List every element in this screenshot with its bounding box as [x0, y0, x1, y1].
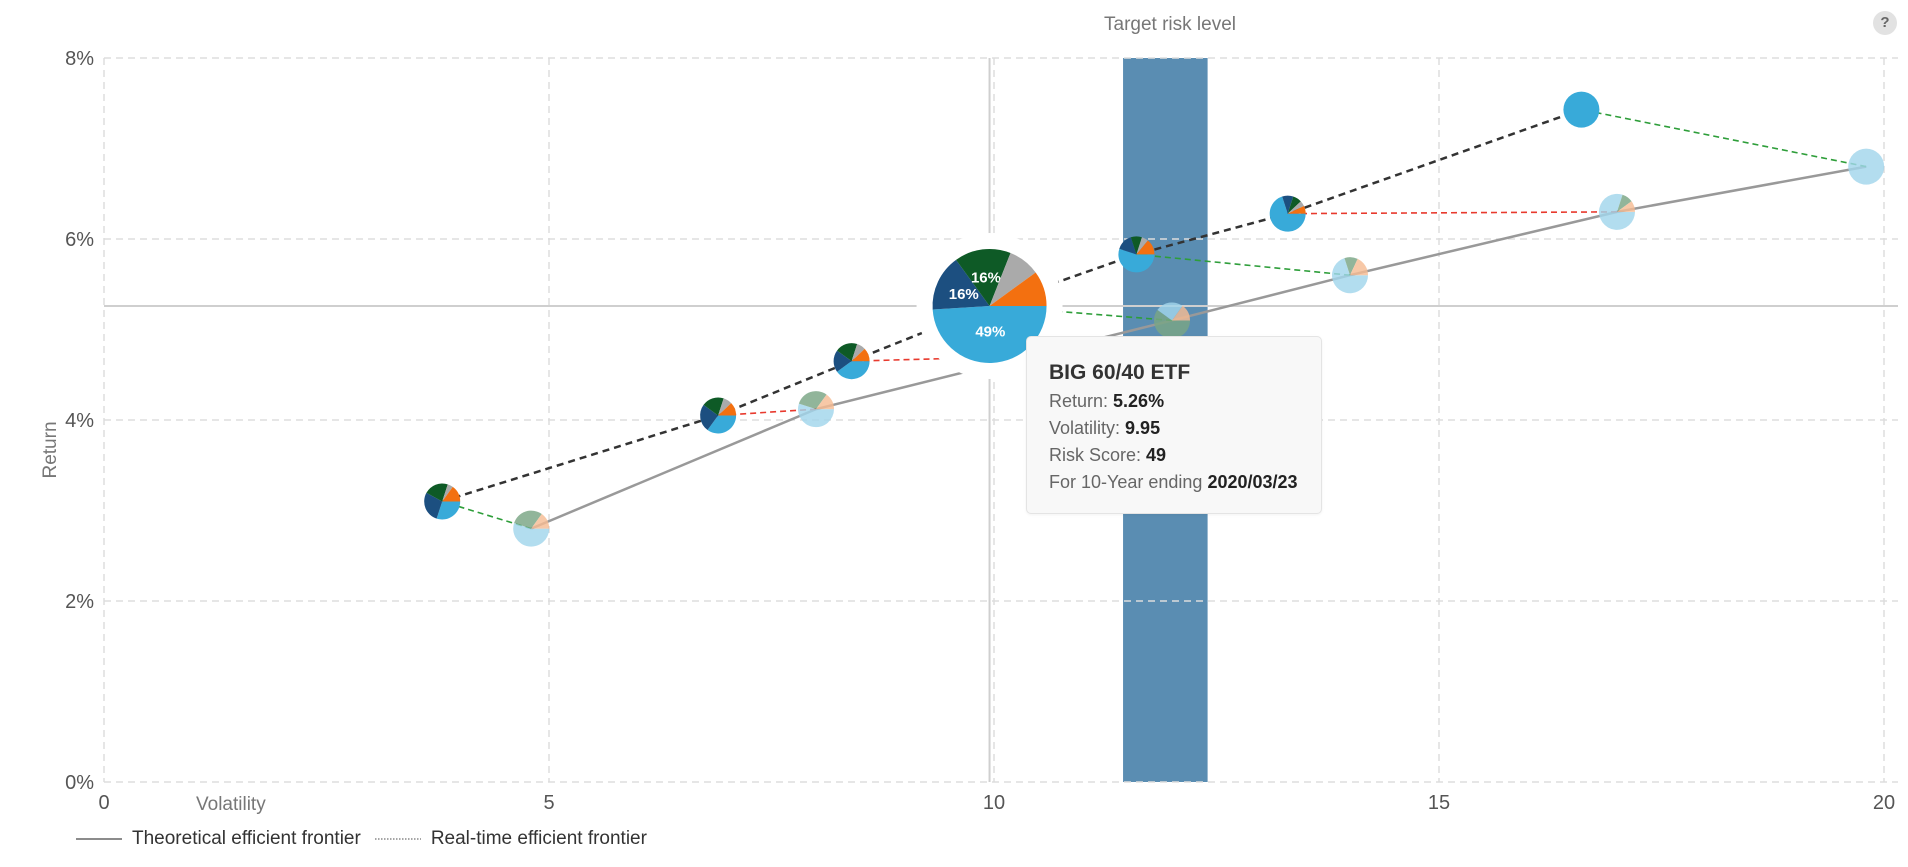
pie-slice [718, 403, 737, 416]
pie-slice [442, 484, 453, 502]
tooltip-risk-score: Risk Score: 49 [1049, 445, 1167, 465]
y-tick-label: 2% [65, 591, 94, 613]
legend-item-theoretical[interactable]: Theoretical efficient frontier [76, 828, 361, 850]
y-axis-title: Return [40, 421, 61, 478]
tooltip-return: Return: 5.26% [1049, 391, 1165, 411]
pie-slice [1344, 257, 1358, 276]
pie-slice [513, 523, 550, 547]
pie-slice [1350, 258, 1368, 276]
x-tick-label: 20 [1873, 792, 1895, 814]
portfolio-tooltip: BIG 60/40 ETF Return: 5.26% Volatility: … [1026, 336, 1322, 514]
transition-arrow-line [1287, 211, 1618, 215]
portfolio-pie [700, 397, 737, 434]
pie-slice [989, 252, 1036, 306]
pie-slice [718, 398, 732, 416]
y-tick-label: 4% [65, 410, 94, 432]
transition-arrow-line [1136, 253, 1351, 276]
y-tick-label: 8% [65, 48, 94, 70]
tooltip-volatility: Volatility: 9.95 [1049, 418, 1161, 438]
pie-slice [833, 350, 852, 372]
pie-slice [989, 272, 1047, 306]
pie-slice [1282, 195, 1294, 214]
x-tick-label: 5 [543, 792, 554, 814]
pie-slice [1269, 196, 1306, 232]
theoretical-frontier-line [530, 165, 1867, 530]
pie-slice-label: 16% [949, 286, 979, 303]
pie-slice [851, 348, 870, 362]
tooltip-period: For 10-Year ending 2020/03/23 [1049, 472, 1298, 492]
pie-slice [956, 248, 1011, 306]
pie-slice [1154, 309, 1190, 339]
portfolio-pie [1563, 91, 1600, 128]
pie-slice [531, 514, 550, 529]
pie-slice [1617, 194, 1632, 212]
pie-slice [1287, 196, 1301, 214]
pie-slice [1331, 258, 1368, 294]
pie-slice [514, 510, 542, 529]
x-tick-label: 10 [983, 792, 1005, 814]
pie-slice [816, 394, 834, 410]
pie-slice [1136, 240, 1155, 255]
pie-slice [1130, 236, 1142, 255]
pie-slice [1563, 91, 1600, 128]
pie-slice [1848, 148, 1885, 185]
pie-slice-label: 16% [971, 270, 1001, 287]
pie-slice [797, 403, 834, 428]
pie-slice [837, 343, 858, 362]
help-button[interactable]: ? [1873, 11, 1897, 35]
portfolio-pie [1269, 195, 1306, 232]
x-tick-label: 15 [1428, 792, 1450, 814]
chart-legend: Theoretical efficient frontier Real-time… [76, 826, 661, 852]
pie-slice [1119, 237, 1137, 255]
portfolio-pie [1331, 257, 1368, 294]
y-tick-label: 6% [65, 229, 94, 251]
pie-slice [1287, 205, 1306, 214]
transition-arrow-line [1581, 108, 1867, 168]
pie-slice [707, 415, 737, 434]
pie-slice [703, 397, 724, 416]
portfolio-pie [833, 343, 870, 380]
pie-slice [1157, 302, 1183, 321]
pie-slice [837, 361, 870, 380]
portfolio-pie [424, 483, 461, 520]
pie-slice [932, 259, 990, 310]
portfolio-pie [1154, 302, 1190, 339]
pie-slice [436, 501, 461, 520]
pie-slice [1287, 201, 1304, 214]
pie-slice [1118, 248, 1155, 273]
pie-slice [851, 344, 865, 362]
legend-label-theoretical: Theoretical efficient frontier [132, 828, 361, 849]
portfolio-pie [797, 391, 834, 428]
pie-slice [424, 492, 443, 519]
portfolio-pie [1118, 236, 1155, 273]
pie-slice [1598, 193, 1635, 230]
pie-slice [1136, 237, 1148, 255]
pie-slice [1172, 305, 1190, 321]
legend-label-realtime: Real-time efficient frontier [430, 828, 647, 849]
dotted-line-icon [374, 838, 421, 840]
portfolio-pie [1848, 148, 1885, 185]
pie-slice [442, 486, 461, 502]
tooltip-title: BIG 60/40 ETF [1049, 361, 1191, 384]
portfolio-pie [1598, 193, 1635, 230]
pie-slice [1617, 201, 1635, 212]
pie-slice [798, 391, 827, 410]
pie-slice [700, 404, 719, 431]
target-risk-label: Target risk level [1104, 14, 1236, 35]
portfolio-pie [513, 510, 550, 547]
pie-slice [932, 305, 1047, 363]
x-axis-title: Volatility [196, 794, 266, 815]
pie-slice-label: 49% [975, 324, 1005, 341]
legend-item-realtime[interactable]: Real-time efficient frontier [374, 828, 647, 850]
solid-line-icon [76, 838, 122, 840]
pie-slice [426, 483, 448, 502]
y-tick-label: 0% [65, 772, 94, 794]
x-tick-label: 0 [98, 792, 109, 814]
